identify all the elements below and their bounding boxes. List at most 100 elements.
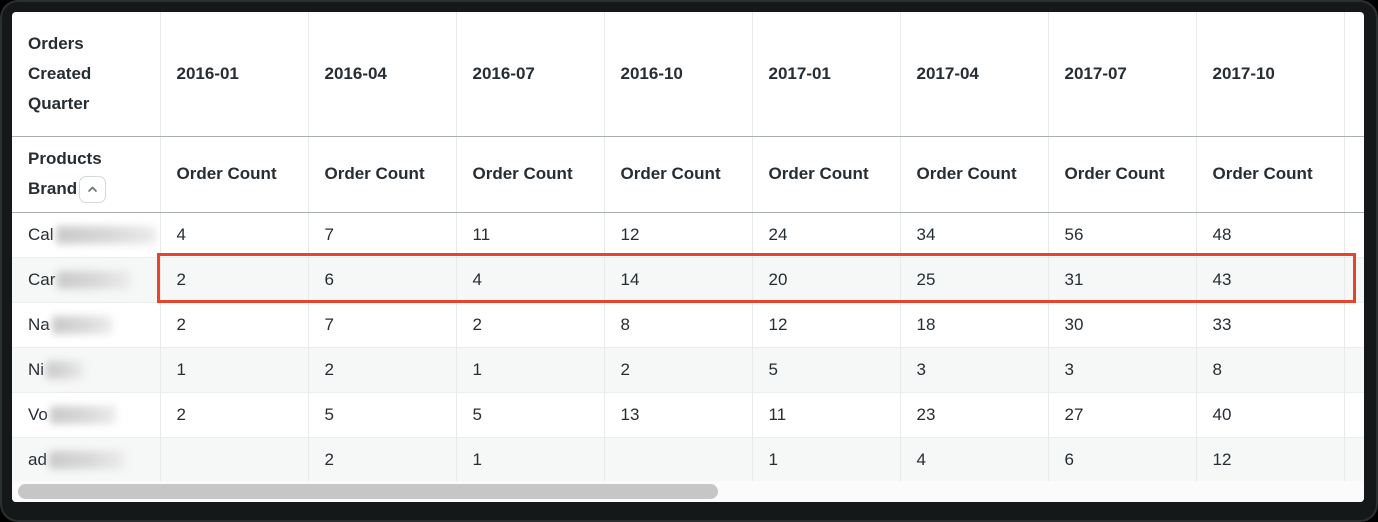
order-count-cell: 4 xyxy=(899,437,1048,483)
brand-prefix: Vo xyxy=(28,404,48,424)
brand-cell: Car xyxy=(12,257,160,303)
quarter-header-2017-04: 2017-04 xyxy=(899,12,1048,137)
cutoff-cell xyxy=(1343,347,1364,393)
order-count-cell: 24 xyxy=(751,212,900,258)
brand-cell: Vo xyxy=(12,392,160,438)
order-count-cell: 5 xyxy=(455,392,604,438)
table-row-Cal: Cal 4 7 11 12 24 34 56 48 xyxy=(12,212,1364,258)
redacted-brand-name xyxy=(46,360,85,379)
order-count-cell xyxy=(603,437,752,483)
brand-cell: Cal xyxy=(12,212,160,258)
order-count-cell: 1 xyxy=(159,347,308,393)
cutoff-cell xyxy=(1343,212,1364,258)
order-count-cell: 5 xyxy=(307,392,456,438)
order-count-cell: 8 xyxy=(603,302,752,348)
brand-prefix: Na xyxy=(28,314,50,334)
order-count-cell: 7 xyxy=(307,302,456,348)
table-row-Vo: Vo 2 5 5 13 11 23 27 40 xyxy=(12,392,1364,438)
order-count-cell: 2 xyxy=(159,257,308,303)
order-count-cell: 13 xyxy=(603,392,752,438)
order-count-cell: 11 xyxy=(455,212,604,258)
order-count-cell: 2 xyxy=(159,392,308,438)
order-count-cell: 8 xyxy=(1195,347,1344,393)
order-count-cell: 40 xyxy=(1195,392,1344,438)
brand-prefix: Cal xyxy=(28,224,54,244)
order-count-cell: 2 xyxy=(455,302,604,348)
order-count-cell: 12 xyxy=(1195,437,1344,483)
order-count-cell: 12 xyxy=(603,212,752,258)
order-count-cell: 25 xyxy=(899,257,1048,303)
quarter-header-row: Orders Created Quarter 2016-01 2016-04 201… xyxy=(12,12,1364,137)
order-count-cell: 5 xyxy=(751,347,900,393)
table-body: Cal 4 7 11 12 24 34 56 48 Car 2 6 4 14 20 25 31 43 Na 2 7 2 8 1… xyxy=(12,212,1364,483)
order-count-cell: 43 xyxy=(1195,257,1344,303)
brand-cell: Ni xyxy=(12,347,160,393)
order-count-cell: 6 xyxy=(307,257,456,303)
quarter-header-2016-10: 2016-10 xyxy=(603,12,752,137)
measure-header-0: Order Count xyxy=(159,136,308,213)
chevron-up-icon xyxy=(86,183,99,196)
order-count-cell: 12 xyxy=(751,302,900,348)
order-count-cell: 1 xyxy=(455,347,604,393)
order-count-cell: 33 xyxy=(1195,302,1344,348)
redacted-brand-name xyxy=(57,270,132,289)
measure-header-7: Order Count xyxy=(1195,136,1344,213)
measure-header-row: Products Brand Order Count Order Count Ord… xyxy=(12,136,1364,213)
order-count-cell: 48 xyxy=(1195,212,1344,258)
order-count-cell: 7 xyxy=(307,212,456,258)
order-count-cell: 2 xyxy=(307,347,456,393)
table-row-Na: Na 2 7 2 8 12 18 30 33 xyxy=(12,302,1364,348)
brand-cell: ad xyxy=(12,437,160,483)
row-dimension-label: Products Brand xyxy=(28,149,102,198)
pivot-table: Orders Created Quarter 2016-01 2016-04 201… xyxy=(12,12,1364,483)
table-viewport: Orders Created Quarter 2016-01 2016-04 201… xyxy=(12,12,1364,502)
cutoff-cell xyxy=(1343,437,1364,483)
order-count-cell: 14 xyxy=(603,257,752,303)
quarter-header-2017-10: 2017-10 xyxy=(1195,12,1344,137)
order-count-cell: 23 xyxy=(899,392,1048,438)
order-count-cell: 1 xyxy=(455,437,604,483)
cutoff-column-header xyxy=(1343,12,1364,137)
redacted-brand-name xyxy=(55,225,156,244)
cutoff-cell xyxy=(1343,392,1364,438)
quarter-header-2016-01: 2016-01 xyxy=(159,12,308,137)
measure-header-4: Order Count xyxy=(751,136,900,213)
measure-header-1: Order Count xyxy=(307,136,456,213)
measure-header-3: Order Count xyxy=(603,136,752,213)
order-count-cell: 4 xyxy=(455,257,604,303)
scrollbar-thumb[interactable] xyxy=(18,484,718,499)
table-row-Ni: Ni 1 2 1 2 5 3 3 8 xyxy=(12,347,1364,393)
order-count-cell: 3 xyxy=(1047,347,1196,393)
corner-header-label: Orders Created Quarter xyxy=(28,33,92,113)
order-count-cell: 3 xyxy=(899,347,1048,393)
cutoff-column-header xyxy=(1343,136,1364,213)
quarter-header-2017-01: 2017-01 xyxy=(751,12,900,137)
brand-cell: Na xyxy=(12,302,160,348)
order-count-cell: 18 xyxy=(899,302,1048,348)
order-count-cell xyxy=(159,437,308,483)
order-count-cell: 20 xyxy=(751,257,900,303)
measure-header-5: Order Count xyxy=(899,136,1048,213)
horizontal-scrollbar[interactable] xyxy=(12,481,1364,502)
order-count-cell: 11 xyxy=(751,392,900,438)
order-count-cell: 2 xyxy=(307,437,456,483)
row-dimension-header: Products Brand xyxy=(12,136,160,213)
order-count-cell: 27 xyxy=(1047,392,1196,438)
order-count-cell: 1 xyxy=(751,437,900,483)
order-count-cell: 4 xyxy=(159,212,308,258)
cutoff-cell xyxy=(1343,302,1364,348)
measure-header-2: Order Count xyxy=(455,136,604,213)
brand-prefix: Ni xyxy=(28,359,45,379)
sort-button[interactable] xyxy=(79,176,107,204)
corner-header: Orders Created Quarter xyxy=(12,12,160,137)
brand-prefix: Car xyxy=(28,269,56,289)
redacted-brand-name xyxy=(51,315,112,334)
brand-prefix: ad xyxy=(28,449,47,469)
measure-header-6: Order Count xyxy=(1047,136,1196,213)
redacted-brand-name xyxy=(49,405,116,424)
quarter-header-2016-04: 2016-04 xyxy=(307,12,456,137)
order-count-cell: 31 xyxy=(1047,257,1196,303)
order-count-cell: 34 xyxy=(899,212,1048,258)
order-count-cell: 2 xyxy=(159,302,308,348)
